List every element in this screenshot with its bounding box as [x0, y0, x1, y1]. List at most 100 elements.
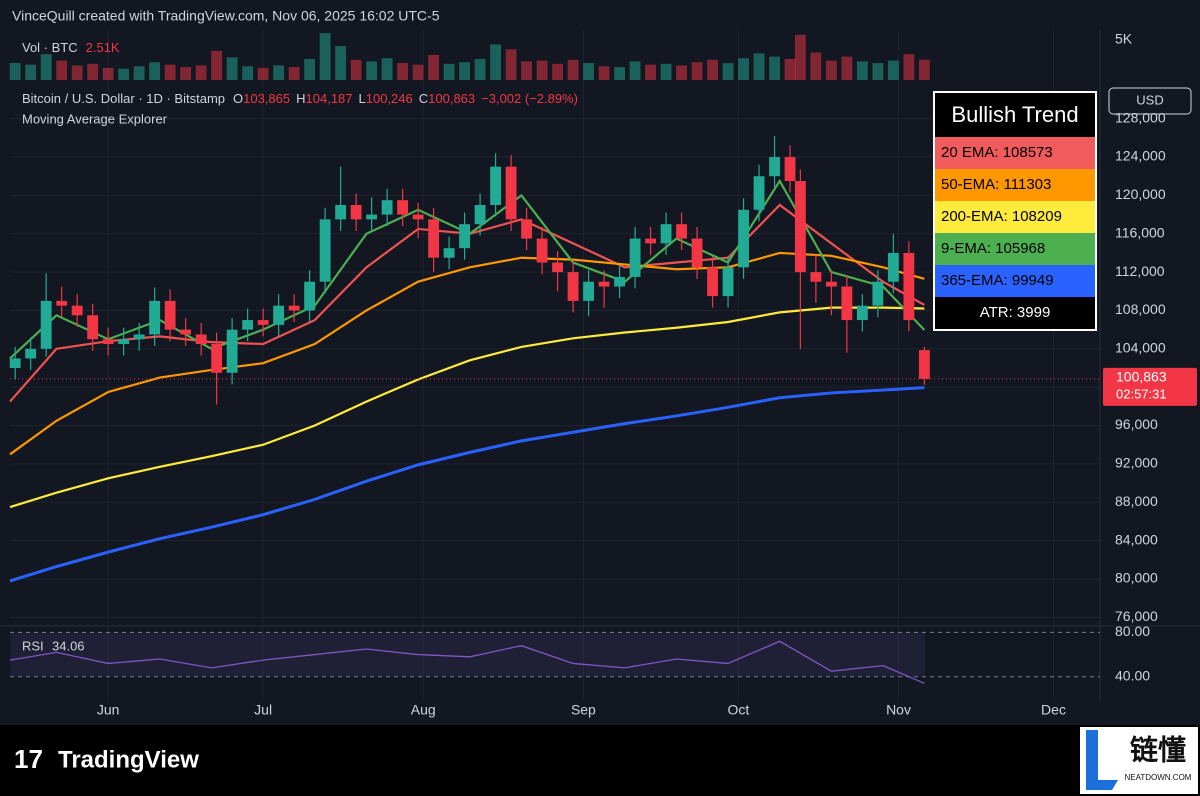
- candle-body: [71, 305, 83, 316]
- volume-bar: [738, 58, 749, 80]
- volume-bar: [707, 59, 718, 80]
- volume-bar: [319, 33, 331, 80]
- volume-bar: [825, 60, 837, 80]
- volume-bar: [903, 54, 915, 80]
- volume-bar: [118, 68, 130, 80]
- y-tick-label: 112,000: [1115, 263, 1165, 279]
- volume-bar: [521, 61, 533, 80]
- candle-body: [257, 320, 269, 325]
- candle-body: [567, 272, 579, 301]
- volume-bar: [645, 64, 656, 80]
- y-tick-label: 120,000: [1115, 186, 1166, 202]
- rsi-line: [9, 640, 925, 684]
- symbol: Bitcoin / U.S. Dollar · 1D · Bitstamp: [22, 91, 225, 106]
- volume-bar: [335, 46, 347, 80]
- volume-bar: [660, 63, 672, 80]
- volume-bar: [784, 59, 796, 80]
- candle-body: [769, 157, 780, 177]
- candle-body: [211, 344, 223, 373]
- volume-bar: [366, 61, 378, 80]
- badge-sub: NEATDOWN.COM: [1125, 773, 1192, 782]
- candle-body: [9, 358, 21, 369]
- x-tick-label: Jul: [254, 702, 272, 718]
- volume-bar: [273, 65, 285, 80]
- volume-bar: [397, 63, 409, 80]
- candle-body: [180, 329, 192, 335]
- volume-bar: [149, 62, 161, 80]
- x-tick-label: Dec: [1041, 702, 1066, 718]
- c-key: C: [419, 91, 428, 106]
- candle-body: [903, 252, 915, 321]
- volume-bar: [474, 59, 486, 80]
- volume-bar: [629, 61, 641, 80]
- volume-last: 2.51K: [86, 40, 120, 55]
- candle-body: [887, 252, 899, 282]
- y-tick-label: 116,000: [1115, 224, 1165, 240]
- volume-bar: [872, 63, 884, 80]
- y-tick-label: 96,000: [1115, 416, 1158, 432]
- last-price-label: 100,863: [1116, 369, 1167, 385]
- indicator-name: Moving Average Explorer: [22, 111, 168, 126]
- volume-bar: [257, 67, 269, 80]
- candle-body: [149, 300, 161, 335]
- volume-bar: [242, 66, 254, 80]
- candle-body: [428, 219, 440, 258]
- volume-bar: [769, 56, 780, 80]
- y-tick-label: 80,000: [1115, 570, 1158, 586]
- y-tick-label: 84,000: [1115, 531, 1158, 547]
- footer-bar: [0, 725, 1200, 796]
- last-price-box: [1103, 367, 1197, 406]
- volume-bar: [598, 66, 610, 80]
- candle-body: [794, 181, 806, 273]
- candle-body: [691, 238, 703, 268]
- volume-bar: [536, 60, 548, 80]
- volume-bar: [288, 67, 300, 80]
- volume-bar: [25, 64, 37, 80]
- candle-body: [273, 305, 285, 325]
- volume-bar: [87, 63, 99, 80]
- currency-button[interactable]: [1108, 87, 1192, 115]
- candle-body: [598, 281, 610, 287]
- candle-body: [335, 204, 347, 220]
- volume-bar: [918, 59, 930, 80]
- o-value: 103,865: [243, 91, 290, 106]
- l-value: 100,246: [366, 91, 413, 106]
- candle-body: [810, 272, 822, 282]
- candle-body: [490, 166, 502, 205]
- candle-body: [552, 262, 564, 273]
- x-tick-label: Nov: [886, 702, 911, 718]
- volume-bar: [56, 60, 68, 80]
- y-tick-label: 92,000: [1115, 455, 1158, 471]
- volume-bar: [614, 67, 625, 80]
- candle-body: [118, 339, 130, 345]
- candle-body: [304, 281, 316, 311]
- candle-body: [40, 300, 52, 349]
- volume-bar: [722, 63, 734, 80]
- y-tick-label: 76,000: [1115, 608, 1158, 624]
- volume-bar: [304, 59, 316, 80]
- volume-bar: [381, 58, 393, 80]
- volume-bar: [856, 61, 868, 80]
- candle-body: [459, 224, 471, 249]
- candle-body: [738, 209, 749, 268]
- tv-logo: TradingView: [58, 746, 199, 773]
- candle-body: [288, 305, 300, 311]
- table-row: 50-EMA: 111303: [935, 169, 1095, 201]
- volume-label: Vol · BTC 2.51K: [22, 40, 120, 55]
- credit: VinceQuill created with TradingView.com,…: [12, 8, 440, 24]
- candle-body: [841, 286, 853, 321]
- candle-body: [825, 281, 837, 287]
- badge-icon: [1086, 730, 1118, 790]
- candle-body: [645, 238, 656, 244]
- rsi-band: [10, 632, 925, 677]
- table-row: ATR: 3999: [935, 297, 1095, 329]
- rsi-value: 34.06: [52, 638, 85, 653]
- candle-body: [319, 219, 331, 282]
- table-row: 365-EMA: 99949: [935, 265, 1095, 297]
- volume-bar: [567, 59, 579, 80]
- x-tick-label: Oct: [727, 702, 749, 718]
- ema-line: [9, 251, 925, 456]
- currency[interactable]: USD: [1136, 92, 1163, 107]
- candle-body: [856, 305, 868, 321]
- candle-body: [226, 329, 238, 373]
